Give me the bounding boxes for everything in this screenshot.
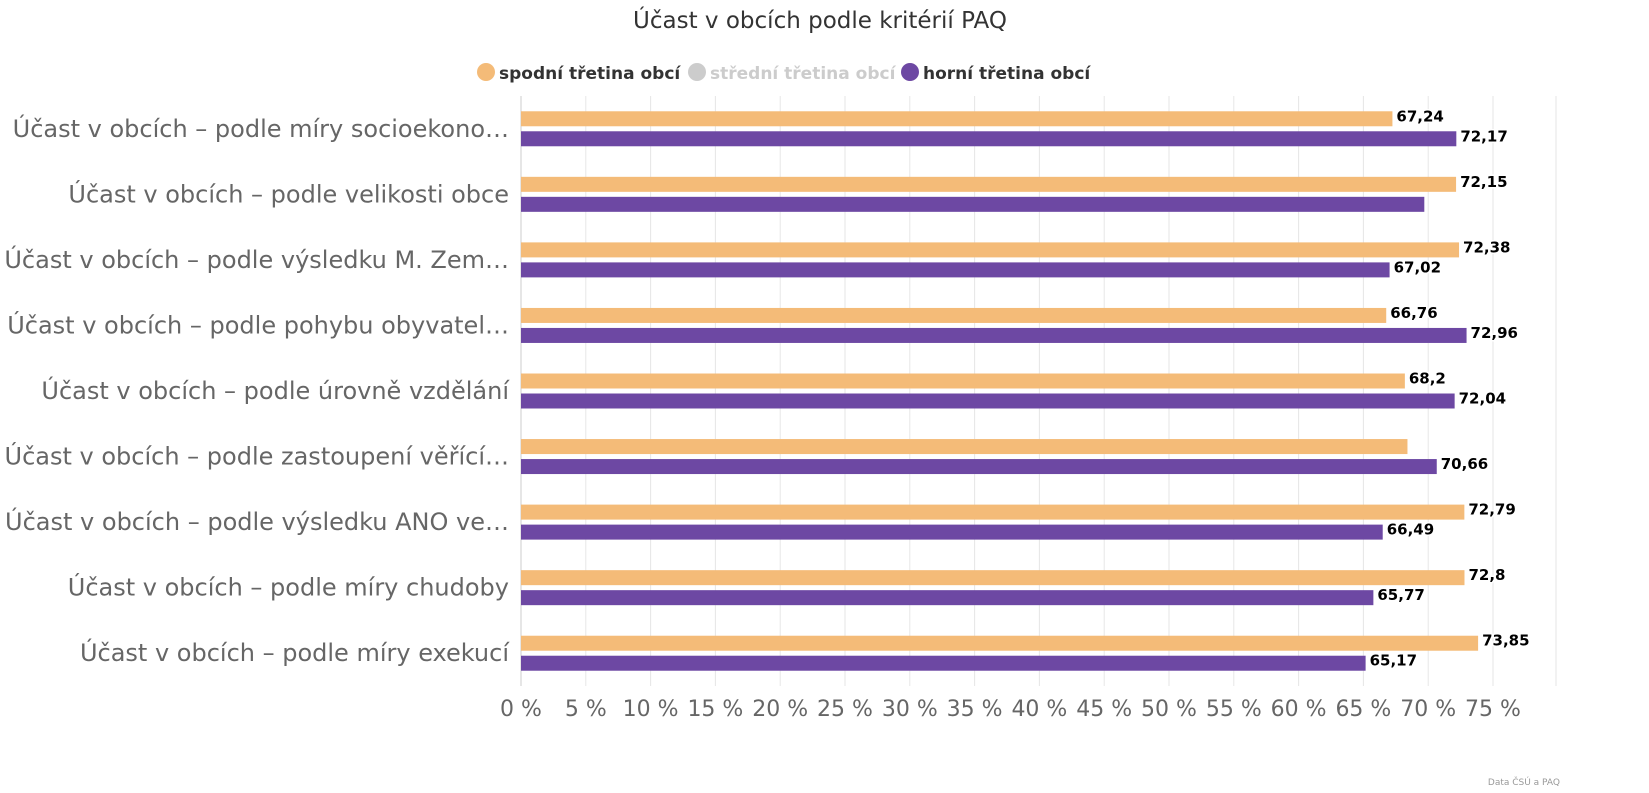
data-label: 72,79 xyxy=(1468,501,1515,519)
legend-label: horní třetina obcí xyxy=(923,64,1091,84)
category-label: Účast v obcích – podle zastoupení věřící… xyxy=(5,441,510,471)
data-label: 73,85 xyxy=(1482,632,1529,650)
category-label: Účast v obcích – podle pohybu obyvatel… xyxy=(7,309,509,339)
bar[interactable] xyxy=(521,196,1425,212)
bar[interactable] xyxy=(521,439,1408,455)
bar[interactable] xyxy=(521,393,1455,409)
credits-text: Data ČSÚ a PAQ xyxy=(1488,776,1560,788)
x-tick-label: 75 % xyxy=(1465,697,1521,722)
legend-item[interactable]: střední třetina obcí xyxy=(688,63,897,84)
x-tick-label: 45 % xyxy=(1076,697,1132,722)
category-label: Účast v obcích – podle míry exekucí xyxy=(80,637,510,667)
chart-title: Účast v obcích podle kritérií PAQ xyxy=(633,6,1007,34)
x-tick-label: 20 % xyxy=(752,697,808,722)
legend: spodní třetina obcí střední třetina obcí h… xyxy=(477,63,1091,84)
bar[interactable] xyxy=(521,373,1405,389)
bar[interactable] xyxy=(521,504,1465,520)
data-labels: 67,24 72,17 72,15 72,38 67,02 66,76 72,96 68,2 7… xyxy=(1368,106,1531,671)
bar[interactable] xyxy=(521,570,1465,586)
x-tick-label: 30 % xyxy=(882,697,938,722)
data-label: 70,66 xyxy=(1441,455,1488,473)
x-tick-label: 0 % xyxy=(500,697,542,722)
x-tick-label: 50 % xyxy=(1141,697,1197,722)
legend-marker xyxy=(688,63,706,81)
x-tick-label: 55 % xyxy=(1206,697,1262,722)
category-label: Účast v obcích – podle velikosti obce xyxy=(68,178,509,208)
category-label: Účast v obcích – podle míry socioekono… xyxy=(13,113,509,143)
category-label: Účast v obcích – podle výsledku ANO ve… xyxy=(5,506,509,536)
data-label: 67,02 xyxy=(1394,258,1441,276)
bar[interactable] xyxy=(521,111,1393,127)
bar[interactable] xyxy=(521,307,1387,323)
data-label: 72,96 xyxy=(1471,324,1518,342)
data-label: 72,04 xyxy=(1459,390,1506,408)
bar[interactable] xyxy=(521,590,1374,606)
x-tick-label: 5 % xyxy=(565,697,607,722)
bar[interactable] xyxy=(521,635,1479,651)
category-label: Účast v obcích – podle výsledku M. Zem… xyxy=(4,244,509,274)
x-tick-label: 60 % xyxy=(1271,697,1327,722)
data-label: 72,15 xyxy=(1460,173,1507,191)
category-label: Účast v obcích – podle míry chudoby xyxy=(68,572,509,602)
legend-marker xyxy=(901,63,919,81)
legend-label: spodní třetina obcí xyxy=(499,64,681,84)
data-label: 72,17 xyxy=(1460,127,1507,145)
bar[interactable] xyxy=(521,262,1390,278)
x-tick-label: 25 % xyxy=(817,697,873,722)
data-label: 65,77 xyxy=(1377,586,1424,604)
x-tick-label: 40 % xyxy=(1011,697,1067,722)
x-tick-label: 10 % xyxy=(623,697,679,722)
data-label: 67,24 xyxy=(1396,107,1443,125)
x-tick-label: 15 % xyxy=(687,697,743,722)
data-label: 66,76 xyxy=(1390,304,1437,322)
bar[interactable] xyxy=(521,176,1457,192)
legend-item[interactable]: spodní třetina obcí xyxy=(477,63,681,84)
bar[interactable] xyxy=(521,242,1460,258)
bar[interactable] xyxy=(521,655,1366,671)
gridlines xyxy=(520,96,1557,686)
bar[interactable] xyxy=(521,459,1437,475)
bar[interactable] xyxy=(521,131,1457,147)
bars xyxy=(521,111,1479,671)
x-tick-label: 35 % xyxy=(947,697,1003,722)
data-label: 65,17 xyxy=(1370,652,1417,670)
bar[interactable] xyxy=(521,327,1467,343)
category-label: Účast v obcích – podle úrovně vzdělání xyxy=(41,375,510,405)
x-axis-ticks: 0 % 5 % 10 % 15 % 20 % 25 % 30 % 35 % 40 % 45 % 50… xyxy=(500,697,1521,722)
data-label: 72,8 xyxy=(1468,566,1505,584)
legend-marker xyxy=(477,63,495,81)
bar[interactable] xyxy=(521,524,1383,540)
x-tick-label: 65 % xyxy=(1335,697,1391,722)
legend-label: střední třetina obcí xyxy=(710,64,897,84)
x-tick-label: 70 % xyxy=(1400,697,1456,722)
data-label: 72,38 xyxy=(1463,238,1510,256)
data-label: 66,49 xyxy=(1387,521,1434,539)
legend-item[interactable]: horní třetina obcí xyxy=(901,63,1091,84)
data-label: 68,2 xyxy=(1409,370,1446,388)
category-labels: Účast v obcích – podle míry socioekono… Ú… xyxy=(4,113,510,667)
